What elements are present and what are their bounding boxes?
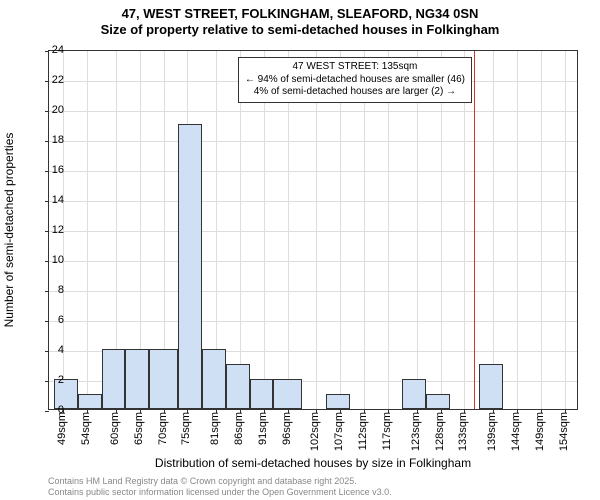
gridline-vertical xyxy=(240,51,241,409)
x-tick-label: 133sqm xyxy=(457,412,469,451)
y-tick-label: 10 xyxy=(28,254,64,266)
gridline-vertical xyxy=(364,51,365,409)
gridline-horizontal xyxy=(49,291,577,292)
y-tick-label: 20 xyxy=(28,104,64,116)
x-tick-label: 107sqm xyxy=(333,412,345,451)
x-tick-label: 128sqm xyxy=(434,412,446,451)
histogram-bar xyxy=(78,394,102,409)
histogram-bar xyxy=(326,394,350,409)
histogram-bar xyxy=(149,349,178,409)
plot-area: 47 WEST STREET: 135sqm ← 94% of semi-det… xyxy=(48,50,578,410)
gridline-vertical xyxy=(288,51,289,409)
chart-title-line1: 47, WEST STREET, FOLKINGHAM, SLEAFORD, N… xyxy=(0,6,600,22)
x-tick-label: 91sqm xyxy=(257,412,269,445)
y-tick-label: 24 xyxy=(28,44,64,56)
gridline-vertical xyxy=(340,51,341,409)
attribution-line2: Contains public sector information licen… xyxy=(48,487,392,498)
y-tick-label: 6 xyxy=(28,314,64,326)
chart-title-line2: Size of property relative to semi-detach… xyxy=(0,22,600,38)
gridline-vertical xyxy=(264,51,265,409)
x-tick-label: 149sqm xyxy=(534,412,546,451)
x-tick-label: 112sqm xyxy=(357,412,369,450)
y-tick-label: 22 xyxy=(28,74,64,86)
annotation-line2: ← 94% of semi-detached houses are smalle… xyxy=(245,74,465,87)
x-tick-label: 70sqm xyxy=(157,412,169,445)
y-tick-label: 16 xyxy=(28,164,64,176)
x-tick-label: 139sqm xyxy=(486,412,498,451)
attribution-block: Contains HM Land Registry data © Crown c… xyxy=(48,476,392,498)
x-tick-label: 49sqm xyxy=(56,412,68,445)
histogram-bar xyxy=(402,379,426,409)
x-tick-label: 86sqm xyxy=(233,412,245,445)
x-tick-label: 81sqm xyxy=(209,412,221,445)
histogram-bar xyxy=(202,349,226,409)
histogram-bar xyxy=(178,124,202,409)
gridline-vertical xyxy=(464,51,465,409)
x-tick-label: 96sqm xyxy=(281,412,293,445)
y-tick-label: 14 xyxy=(28,194,64,206)
annotation-line3: 4% of semi-detached houses are larger (2… xyxy=(245,86,465,99)
y-tick-label: 4 xyxy=(28,344,64,356)
histogram-bar xyxy=(125,349,149,409)
y-axis-title: Number of semi-detached properties xyxy=(2,133,16,328)
gridline-horizontal xyxy=(49,141,577,142)
gridline-horizontal xyxy=(49,111,577,112)
gridline-horizontal xyxy=(49,231,577,232)
gridline-vertical xyxy=(541,51,542,409)
histogram-bar xyxy=(226,364,250,409)
gridline-horizontal xyxy=(49,261,577,262)
gridline-vertical xyxy=(517,51,518,409)
attribution-line1: Contains HM Land Registry data © Crown c… xyxy=(48,476,392,487)
y-tick-label: 18 xyxy=(28,134,64,146)
y-tick-label: 12 xyxy=(28,224,64,236)
reference-line xyxy=(474,51,475,409)
gridline-vertical xyxy=(316,51,317,409)
x-axis-title: Distribution of semi-detached houses by … xyxy=(48,456,578,470)
x-tick-label: 54sqm xyxy=(80,412,92,445)
y-tick-label: 2 xyxy=(28,374,64,386)
x-tick-label: 75sqm xyxy=(180,412,192,445)
gridline-horizontal xyxy=(49,321,577,322)
gridline-vertical xyxy=(493,51,494,409)
x-tick-label: 60sqm xyxy=(109,412,121,445)
annotation-line1: 47 WEST STREET: 135sqm xyxy=(245,61,465,74)
histogram-bar xyxy=(102,349,126,409)
histogram-bar xyxy=(250,379,274,409)
gridline-horizontal xyxy=(49,171,577,172)
chart-container: 47, WEST STREET, FOLKINGHAM, SLEAFORD, N… xyxy=(0,0,600,500)
x-tick-label: 154sqm xyxy=(558,412,570,451)
gridline-vertical xyxy=(565,51,566,409)
histogram-bar xyxy=(479,364,503,409)
x-tick-label: 117sqm xyxy=(381,412,393,450)
reference-annotation-box: 47 WEST STREET: 135sqm ← 94% of semi-det… xyxy=(238,57,472,103)
x-tick-label: 102sqm xyxy=(309,412,321,451)
histogram-bar xyxy=(273,379,302,409)
x-tick-label: 123sqm xyxy=(410,412,422,451)
x-tick-label: 65sqm xyxy=(133,412,145,445)
histogram-bar xyxy=(426,394,450,409)
gridline-vertical xyxy=(417,51,418,409)
x-tick-label: 144sqm xyxy=(510,412,522,451)
chart-title-block: 47, WEST STREET, FOLKINGHAM, SLEAFORD, N… xyxy=(0,0,600,39)
gridline-vertical xyxy=(87,51,88,409)
gridline-vertical xyxy=(388,51,389,409)
gridline-vertical xyxy=(441,51,442,409)
gridline-horizontal xyxy=(49,201,577,202)
y-tick-label: 8 xyxy=(28,284,64,296)
